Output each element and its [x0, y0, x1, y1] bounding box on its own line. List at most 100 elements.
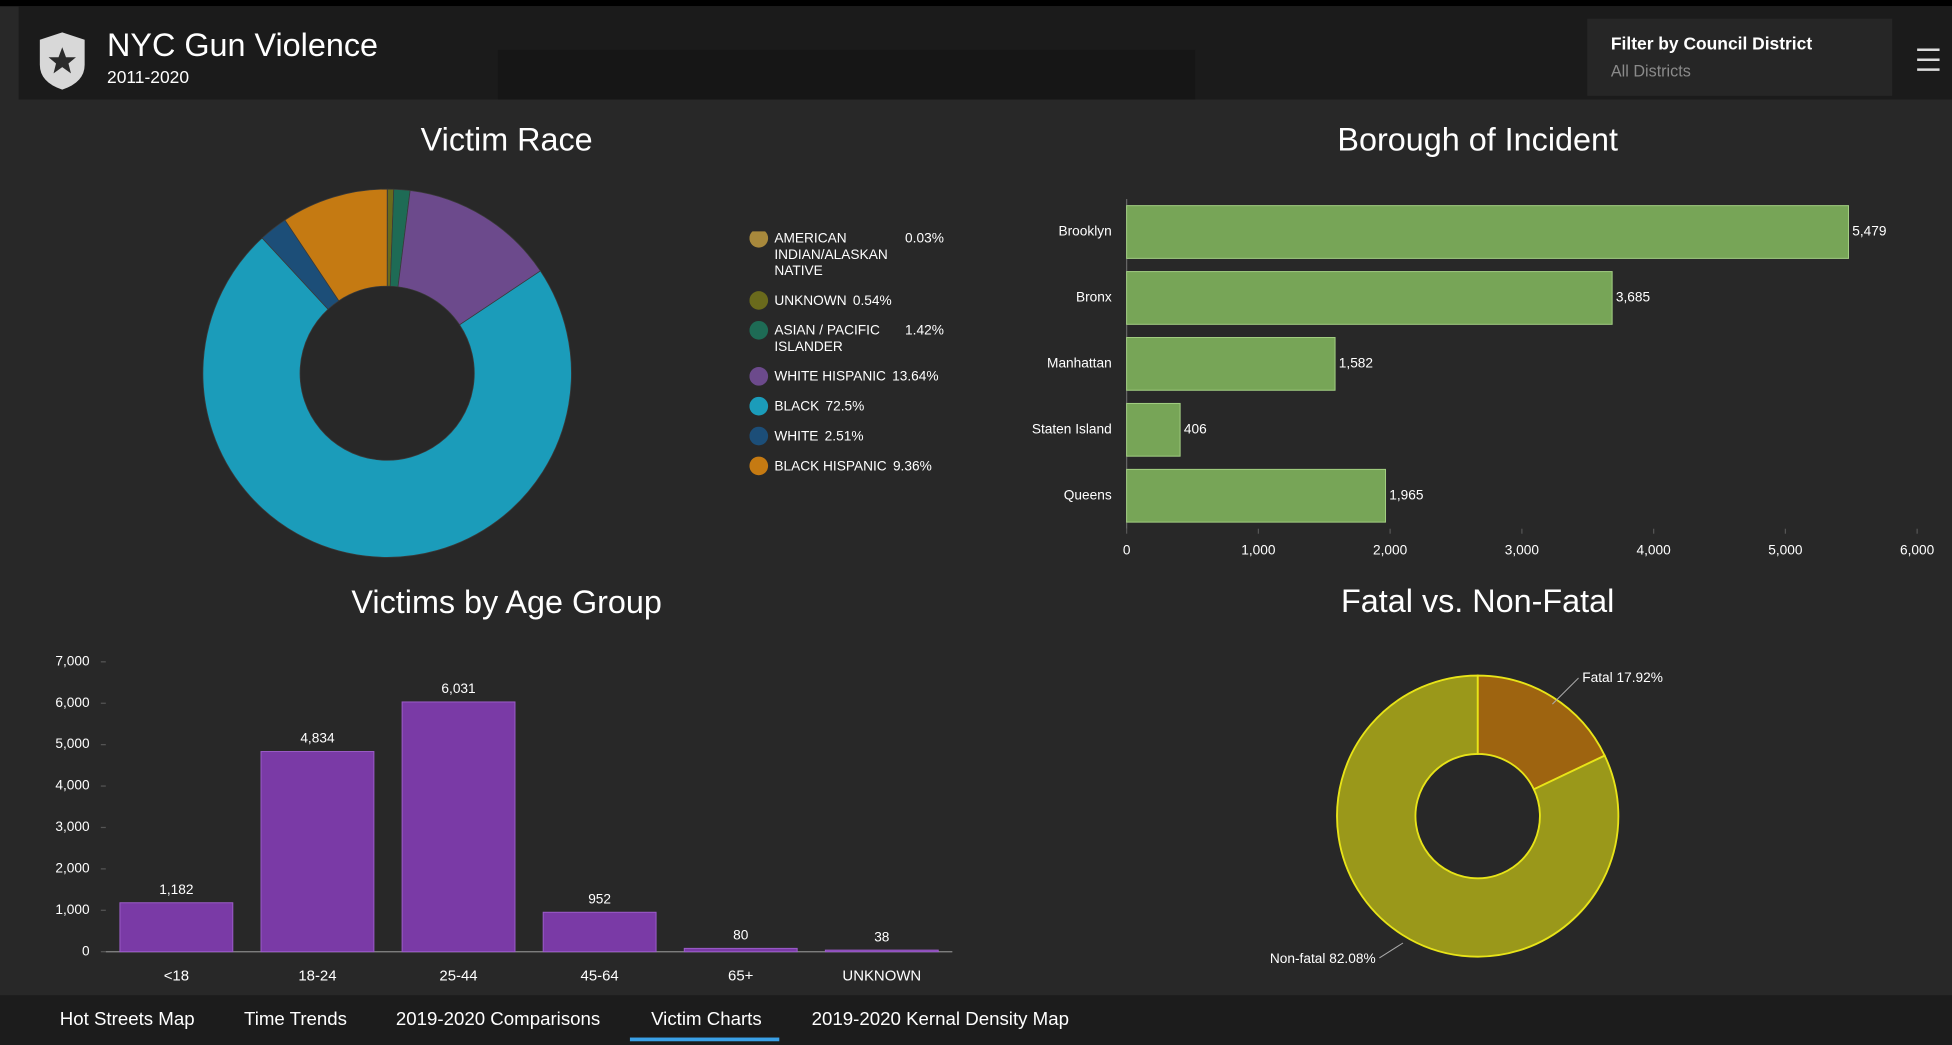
legend-label: WHITE HISPANIC [774, 369, 886, 385]
bar [401, 701, 516, 953]
legend-value: 1.42% [905, 323, 944, 339]
x-tick-label: 4,000 [1637, 543, 1672, 558]
x-tick-label: 65+ [728, 968, 753, 985]
x-tick-label: 6,000 [1900, 543, 1935, 558]
x-tick-label: UNKNOWN [842, 968, 921, 985]
top-strip [0, 0, 1952, 7]
legend-value: 9.36% [892, 459, 932, 474]
legend-item: ASIAN / PACIFIC ISLANDER 1.42% [749, 320, 1010, 355]
header-title: NYC Gun Violence [107, 27, 378, 63]
legend-label: UNKNOWN [774, 293, 847, 309]
chart-title: Fatal vs. Non-Fatal [1341, 583, 1614, 619]
chart-title: Victims by Age Group [351, 584, 662, 620]
y-tick-label: 7,000 [55, 653, 90, 668]
y-tick-label: 5,000 [55, 736, 90, 751]
slice-name: Fatal [1582, 670, 1612, 685]
value-label: 5,479 [1852, 224, 1886, 239]
legend-swatch [749, 396, 769, 416]
value-label: 3,685 [1616, 290, 1651, 305]
y-tick-label: 2,000 [55, 860, 90, 875]
x-tick-label: 2,000 [1373, 543, 1408, 558]
value-label: 80 [733, 928, 749, 943]
legend-swatch [749, 320, 769, 340]
pie-slice [1336, 674, 1620, 958]
legend-box: AMERICAN INDIAN/ALASKAN NATIVE 0.03% UNKNO… [749, 231, 1010, 476]
tab[interactable]: Time Trends [244, 1008, 347, 1029]
filter-box[interactable]: Filter by Council District All Districts [1587, 18, 1893, 96]
tab-active[interactable]: Victim Charts [651, 1008, 762, 1029]
slice-label: Fatal 17.92% [1582, 670, 1663, 685]
tab[interactable]: Hot Streets Map [60, 1008, 195, 1029]
x-tick-label: 0 [1123, 543, 1131, 558]
bar [1126, 205, 1849, 259]
slice-name: Non-fatal [1270, 951, 1326, 966]
header-subtitle: 2011-2020 [107, 67, 189, 87]
legend-label: BLACK [774, 399, 820, 415]
chart-title: Victim Race [421, 121, 593, 157]
x-tick-label: 25-44 [439, 968, 477, 985]
menu-button[interactable] [1917, 48, 1940, 71]
pie-slice [284, 188, 388, 302]
bar [260, 751, 375, 953]
header-skyline [497, 49, 1196, 100]
legend-value: 0.54% [852, 293, 892, 309]
leader-line [1379, 942, 1404, 959]
filter-label[interactable]: Filter by Council District [1611, 33, 1812, 53]
y-tick-label: Bronx [1076, 290, 1112, 305]
tab[interactable]: 2019-2020 Comparisons [396, 1008, 600, 1029]
y-tick-label: 3,000 [55, 819, 90, 834]
legend-item: BLACK 72.5% [749, 396, 1010, 416]
legend-item: BLACK HISPANIC 9.36% [749, 456, 1010, 476]
value-label: 1,182 [159, 882, 193, 897]
value-label: 1,582 [1339, 355, 1373, 370]
y-tick-label: Staten Island [1032, 421, 1112, 436]
legend-label: BLACK HISPANIC [774, 459, 887, 474]
y-tick-label: Manhattan [1047, 355, 1112, 370]
leader-line [1552, 677, 1579, 705]
x-tick-label: 5,000 [1768, 543, 1803, 558]
y-tick-label: Brooklyn [1058, 224, 1111, 239]
y-tick-label: 6,000 [55, 695, 90, 710]
filter-value[interactable]: All Districts [1611, 62, 1691, 80]
legend-swatch [749, 366, 769, 386]
value-label: 952 [588, 891, 611, 906]
tab[interactable]: 2019-2020 Kernal Density Map [812, 1008, 1069, 1029]
legend-item: WHITE HISPANIC 13.64% [749, 366, 1010, 386]
legend: AMERICAN INDIAN/ALASKAN NATIVE 0.03% UNKNO… [749, 231, 1010, 476]
x-tick-label: 3,000 [1505, 543, 1540, 558]
y-tick-label: 4,000 [55, 778, 90, 793]
legend-value: 13.64% [892, 369, 939, 385]
slice-value: 82.08% [1329, 951, 1375, 966]
slice-value: 17.92% [1616, 670, 1662, 685]
value-label: 6,031 [441, 681, 475, 696]
x-tick-label: 1,000 [1241, 543, 1276, 558]
bar [119, 902, 234, 953]
legend-swatch [749, 426, 769, 446]
bar [1126, 468, 1387, 523]
value-label: 1,965 [1389, 487, 1424, 502]
filter-bg[interactable] [1587, 18, 1893, 96]
pie-slice [1476, 674, 1606, 791]
bar [683, 947, 798, 953]
legend-item: AMERICAN INDIAN/ALASKAN NATIVE 0.03% [749, 231, 1010, 280]
legend-swatch [749, 456, 769, 476]
value-label: 406 [1184, 421, 1207, 436]
tab-bar [0, 995, 1952, 1045]
legend-swatch [749, 291, 769, 310]
star-icon [48, 47, 76, 74]
x-tick-label: <18 [164, 968, 189, 985]
legend-item: UNKNOWN 0.54% [749, 291, 1010, 310]
chart-title: Borough of Incident [1337, 121, 1618, 157]
pie-slice [202, 237, 572, 558]
legend-value: 0.03% [905, 231, 944, 247]
bar [824, 949, 939, 953]
legend-swatch [749, 231, 769, 248]
y-tick-label: 1,000 [55, 902, 90, 917]
legend-label: ASIAN / PACIFIC ISLANDER [774, 323, 880, 355]
legend-item: WHITE 2.51% [749, 426, 1010, 446]
legend-label: AMERICAN INDIAN/ALASKAN NATIVE [774, 231, 888, 279]
x-tick-label: 45-64 [581, 968, 619, 985]
value-label: 38 [874, 929, 890, 944]
legend-label: WHITE [774, 429, 819, 445]
